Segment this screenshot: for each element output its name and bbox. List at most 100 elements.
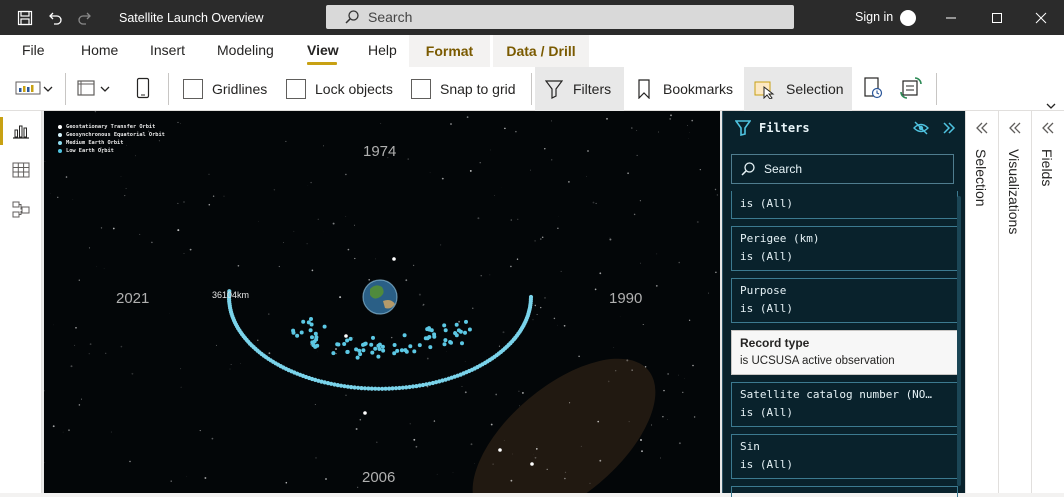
- eye-hide-icon[interactable]: [913, 121, 929, 140]
- filters-pane-button[interactable]: Filters: [535, 67, 624, 111]
- orbit-legend: Geostationary Transfer Orbit Geosynchron…: [58, 123, 165, 155]
- geo-orbit-point: [529, 295, 533, 299]
- meo-orbit-point: [361, 348, 365, 352]
- meo-orbit-point: [371, 336, 375, 340]
- lock-objects-check-box[interactable]: [286, 79, 306, 99]
- bookmarks-pane-button[interactable]: Bookmarks: [637, 67, 733, 111]
- meo-orbit-point: [463, 331, 467, 335]
- meo-orbit-point: [403, 348, 407, 352]
- filters-search-input[interactable]: Search: [731, 154, 954, 184]
- filter-card-satellite-catalog-number[interactable]: Satellite catalog number (NO… is (All): [731, 382, 958, 427]
- filters-scrollbar[interactable]: [957, 196, 961, 486]
- maximize-icon[interactable]: [974, 0, 1020, 35]
- visualizations-pane-collapsed[interactable]: Visualizations: [998, 111, 1031, 493]
- minimize-icon[interactable]: [928, 0, 974, 35]
- gridlines-check-box[interactable]: [183, 79, 203, 99]
- model-view-icon[interactable]: [12, 201, 30, 224]
- title-search-box[interactable]: Search: [326, 5, 794, 29]
- meo-orbit-point: [403, 333, 407, 337]
- collapse-pane-icon[interactable]: [942, 121, 956, 140]
- data-view-icon[interactable]: [12, 162, 30, 183]
- filter-card-perigee[interactable]: Perigee (km) is (All): [731, 226, 958, 271]
- outlier-point: [363, 411, 367, 415]
- selection-pane-collapsed[interactable]: Selection: [965, 111, 998, 493]
- year-label-right: 1990: [609, 290, 642, 307]
- selection-pane-button[interactable]: Selection: [744, 67, 852, 111]
- filter-card-record-type[interactable]: Record type is UCSUSA active observation: [731, 330, 958, 375]
- search-icon: [344, 9, 360, 25]
- filter-card-value: is (All): [740, 197, 949, 210]
- page-layout-dropdown[interactable]: [76, 67, 110, 111]
- meo-orbit-point: [354, 347, 358, 351]
- tab-data-drill[interactable]: Data / Drill: [493, 35, 589, 67]
- filter-card-value: is (All): [740, 406, 949, 419]
- lock-objects-label: Lock objects: [315, 81, 393, 97]
- legend-label: Geostationary Transfer Orbit: [66, 124, 155, 130]
- chevron-down-icon: [43, 85, 53, 93]
- filter-card-partial[interactable]: [731, 486, 958, 497]
- ribbon-separator: [168, 73, 169, 105]
- expand-pane-icon[interactable]: [1042, 121, 1054, 137]
- report-view-icon[interactable]: [12, 123, 30, 144]
- page-view-dropdown[interactable]: [15, 67, 53, 111]
- menu-home[interactable]: Home: [81, 42, 118, 58]
- menu-modeling[interactable]: Modeling: [217, 42, 274, 58]
- mobile-layout-button[interactable]: [136, 67, 150, 111]
- filter-card-title: Purpose: [740, 284, 949, 297]
- meo-orbit-point: [314, 335, 318, 339]
- outlier-point: [530, 462, 534, 466]
- filter-card-value: is (All): [740, 250, 949, 263]
- account-avatar[interactable]: [900, 10, 916, 26]
- meo-orbit-point: [444, 328, 448, 332]
- tab-format[interactable]: Format: [409, 35, 490, 67]
- sync-slicers-icon: [900, 77, 922, 102]
- filter-card-purpose[interactable]: Purpose is (All): [731, 278, 958, 323]
- selection-pane-icon: [754, 79, 776, 99]
- menu-insert[interactable]: Insert: [150, 42, 185, 58]
- meo-orbit-point: [425, 327, 429, 331]
- snap-to-grid-check-box[interactable]: [411, 79, 431, 99]
- legend-label: Medium Earth Orbit: [66, 140, 123, 146]
- undo-icon[interactable]: [44, 7, 66, 29]
- lock-objects-checkbox[interactable]: Lock objects: [286, 67, 393, 111]
- year-label-bottom: 2006: [362, 469, 395, 486]
- ribbon-separator: [936, 73, 937, 105]
- sync-slicers-button[interactable]: [900, 67, 922, 111]
- orbit-visual[interactable]: Geostationary Transfer Orbit Geosynchron…: [44, 111, 720, 493]
- filter-card[interactable]: is (All): [731, 191, 958, 219]
- snap-to-grid-checkbox[interactable]: Snap to grid: [411, 67, 516, 111]
- meo-orbit-point: [376, 355, 380, 359]
- chevron-down-icon: [100, 85, 110, 93]
- year-label-top: 1974: [363, 143, 396, 160]
- menu-help[interactable]: Help: [368, 42, 397, 58]
- fields-pane-collapsed[interactable]: Fields: [1031, 111, 1064, 493]
- filter-card-sin[interactable]: Sin is (All): [731, 434, 958, 479]
- meo-orbit-point: [373, 347, 377, 351]
- legend-dot: [58, 141, 62, 145]
- gridlines-checkbox[interactable]: Gridlines: [183, 67, 267, 111]
- sign-in-link[interactable]: Sign in: [855, 10, 893, 24]
- filter-icon: [545, 79, 563, 99]
- meo-orbit-point: [331, 351, 335, 355]
- meo-orbit-point: [400, 348, 404, 352]
- expand-pane-icon[interactable]: [976, 121, 988, 137]
- menu-view[interactable]: View: [307, 42, 339, 58]
- performance-analyzer-icon: [863, 77, 883, 102]
- redo-icon[interactable]: [74, 7, 96, 29]
- meo-orbit-point: [432, 332, 436, 336]
- page-layout-icon: [76, 78, 96, 101]
- legend-dot: [58, 149, 62, 153]
- save-icon[interactable]: [14, 7, 36, 29]
- legend-item: Geostationary Transfer Orbit: [58, 123, 165, 131]
- outlier-point: [344, 334, 348, 338]
- meo-orbit-point: [295, 334, 299, 338]
- meo-orbit-point: [464, 320, 468, 324]
- performance-analyzer-button[interactable]: [863, 67, 883, 111]
- meo-orbit-point: [369, 343, 373, 347]
- menu-file[interactable]: File: [22, 42, 45, 58]
- close-icon[interactable]: [1018, 0, 1064, 35]
- meo-orbit-point: [408, 344, 412, 348]
- filter-card-title: Sin: [740, 440, 949, 453]
- selection-label: Selection: [786, 81, 844, 97]
- expand-pane-icon[interactable]: [1009, 121, 1021, 137]
